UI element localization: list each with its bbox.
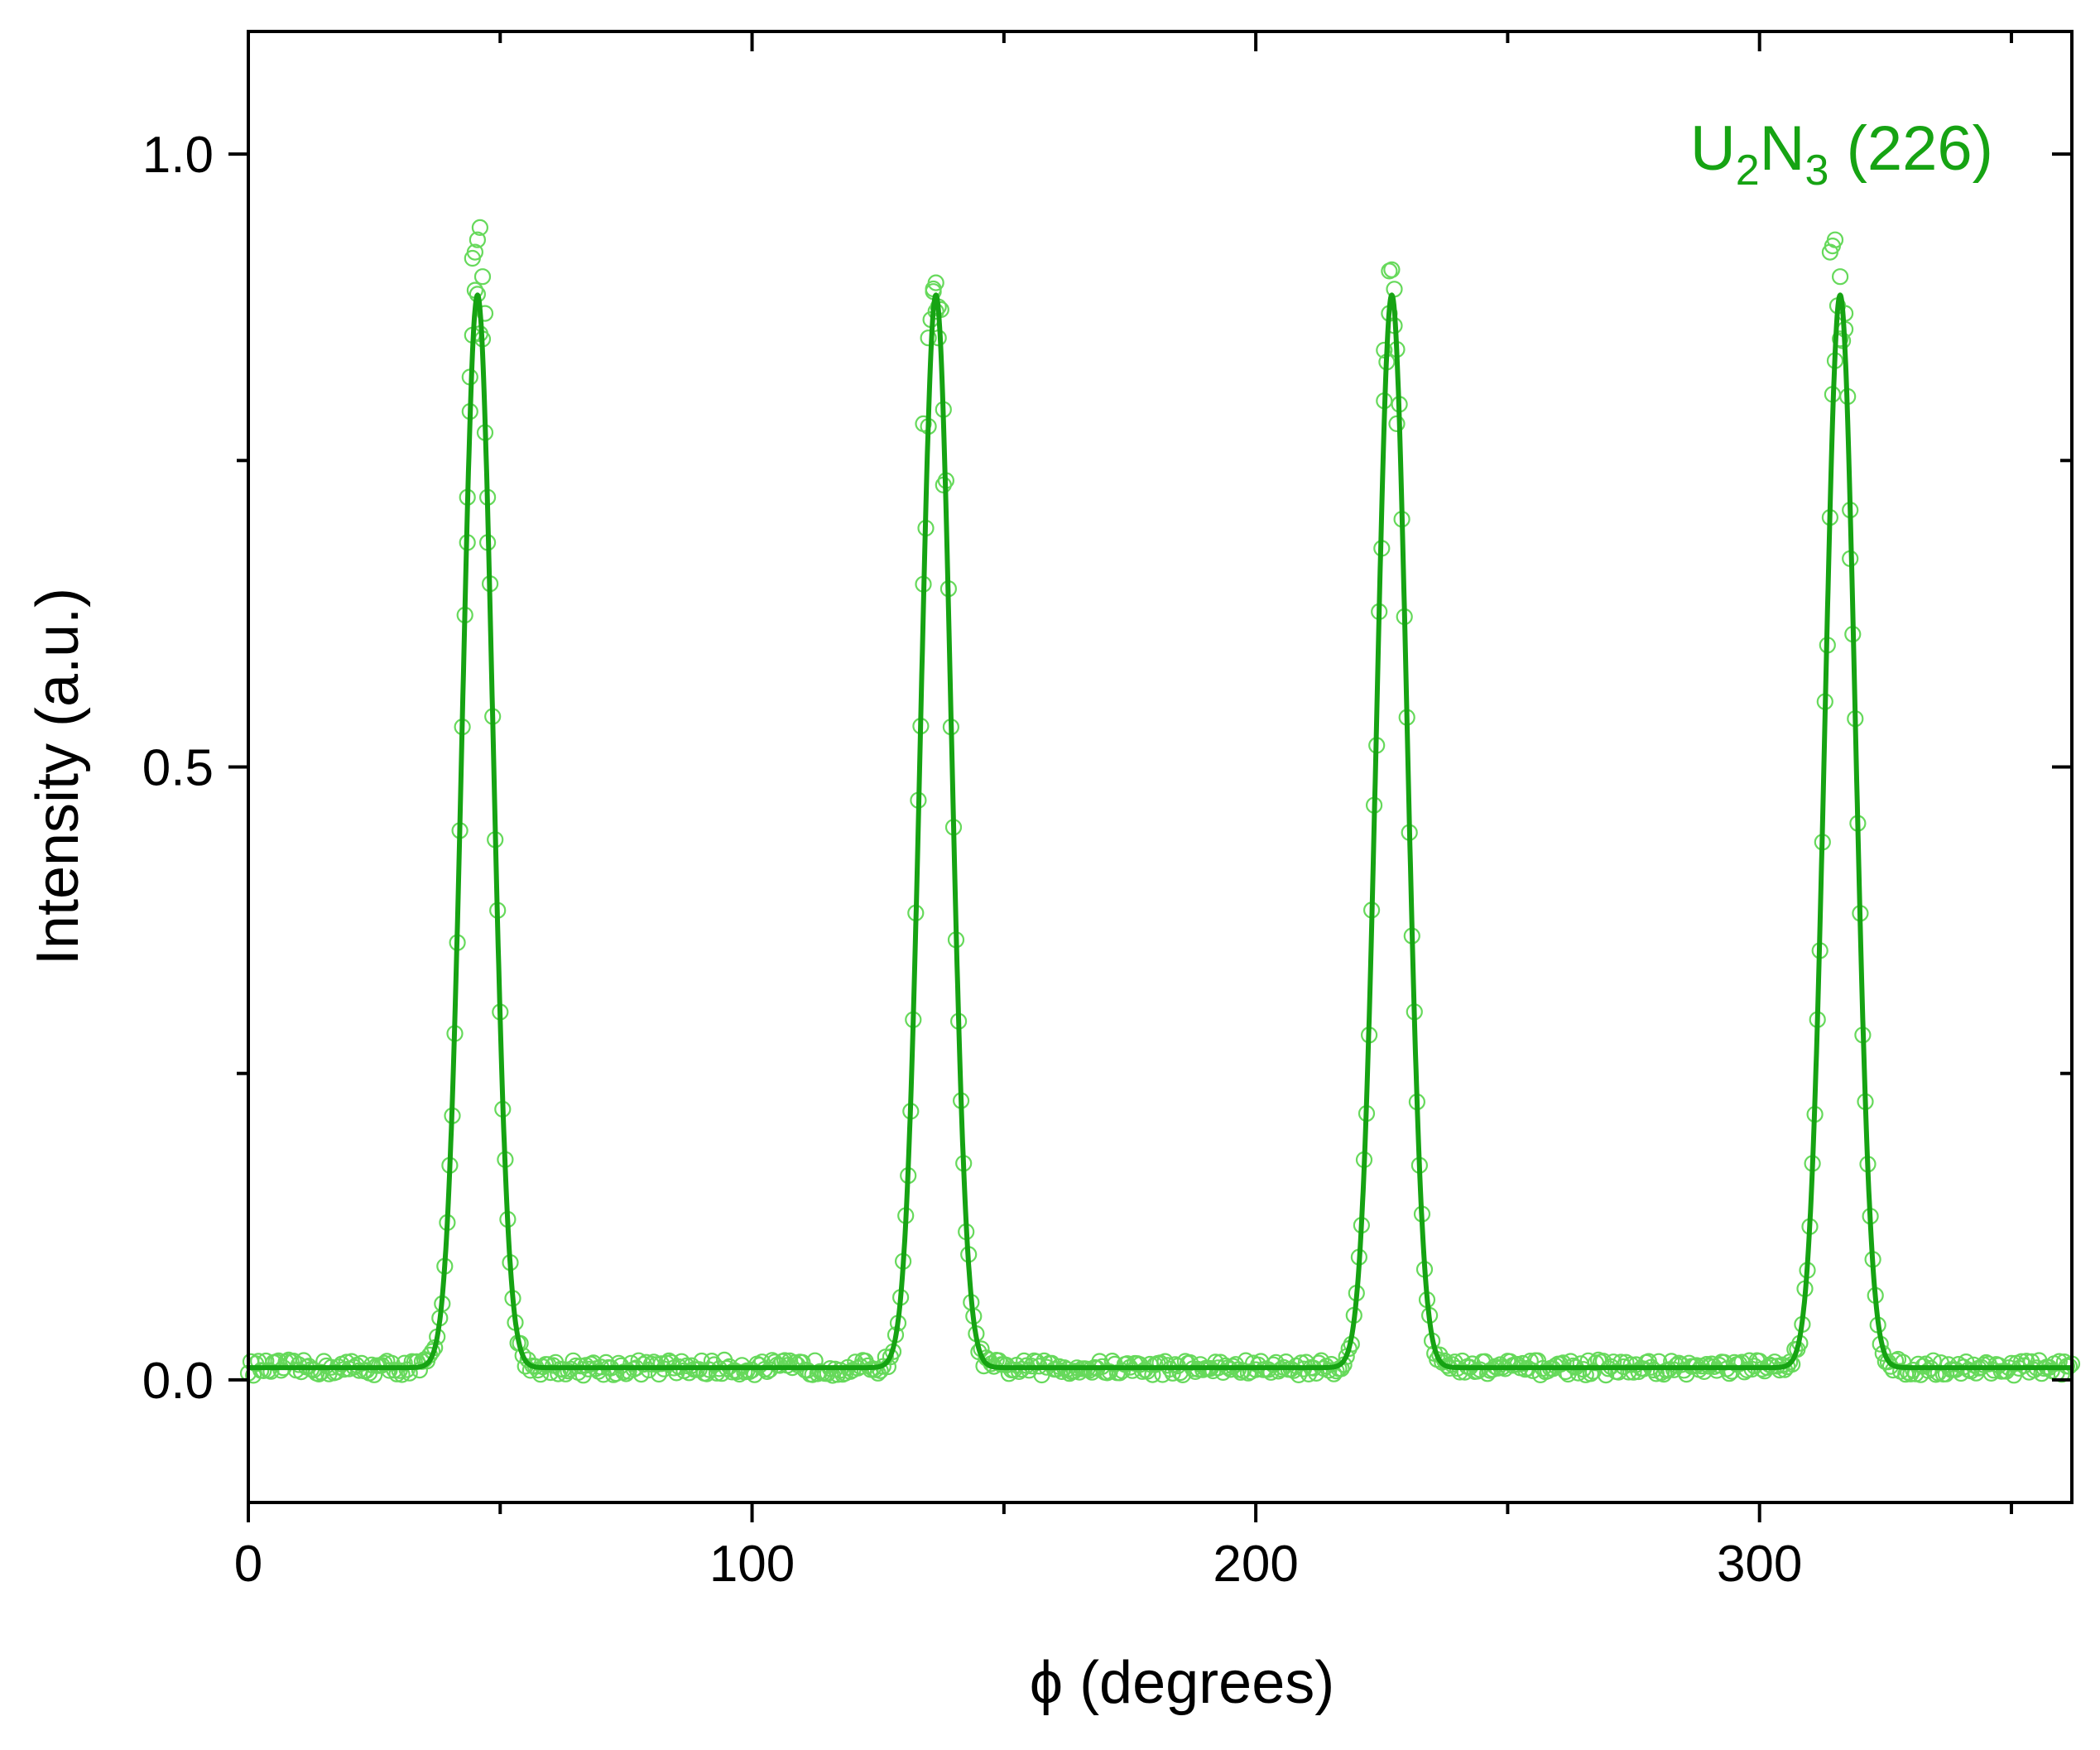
data-point-735 bbox=[920, 329, 937, 347]
y-tick-label-0: 0.0 bbox=[142, 1353, 214, 1410]
legend-base2: N bbox=[1760, 113, 1805, 184]
data-point-239 bbox=[842, 1363, 859, 1380]
data-point-737 bbox=[927, 274, 944, 291]
data-point-732 bbox=[476, 305, 494, 322]
data-point-594 bbox=[1736, 1363, 1753, 1381]
data-point-729 bbox=[469, 231, 487, 248]
x-tick-label-300: 300 bbox=[1717, 1536, 1802, 1593]
legend-label: U2N3 (226) bbox=[1690, 113, 1993, 195]
fit-line bbox=[246, 292, 2074, 1371]
data-point-157 bbox=[635, 1355, 652, 1373]
x-tick-label-100: 100 bbox=[709, 1536, 795, 1593]
x-tick-label-0: 0 bbox=[234, 1536, 262, 1593]
data-point-746 bbox=[1826, 231, 1844, 248]
y-tick-label-0.5: 0.5 bbox=[142, 740, 214, 797]
data-point-109 bbox=[514, 1347, 531, 1364]
fit-curve-layer bbox=[246, 292, 2074, 1371]
data-point-731 bbox=[473, 268, 492, 286]
data-point-6 bbox=[255, 1362, 272, 1380]
legend-sub2: 3 bbox=[1805, 147, 1829, 195]
axes: 0 100 200 300 0.0 0.5 1.0 bbox=[142, 30, 2074, 1593]
y-axis-title: Intensity (a.u.) bbox=[25, 588, 91, 965]
plot-frame bbox=[247, 30, 2074, 1504]
x-axis-title: ϕ (degrees) bbox=[1030, 1650, 1334, 1716]
y-tick-label-1: 1.0 bbox=[142, 127, 214, 184]
data-point-49 bbox=[363, 1356, 381, 1373]
data-point-330 bbox=[1070, 1363, 1088, 1381]
data-point-550 bbox=[1625, 1363, 1642, 1381]
legend-rest: (226) bbox=[1828, 113, 1993, 184]
data-points bbox=[239, 219, 2081, 1384]
data-point-454 bbox=[1383, 261, 1401, 278]
legend: U2N3 (226) bbox=[1690, 113, 1993, 195]
legend-base1: U bbox=[1690, 113, 1736, 184]
legend-sub1: 2 bbox=[1736, 147, 1760, 195]
x-tick-label-200: 200 bbox=[1213, 1536, 1298, 1593]
data-point-730 bbox=[471, 219, 489, 236]
data-point-728 bbox=[466, 243, 484, 261]
data-point-632 bbox=[1832, 330, 1849, 348]
data-point-747 bbox=[1832, 268, 1849, 286]
